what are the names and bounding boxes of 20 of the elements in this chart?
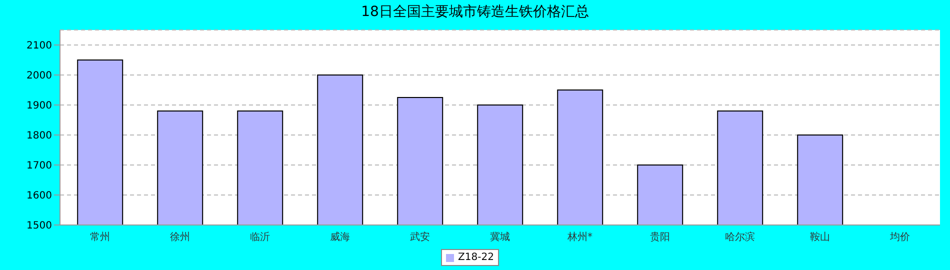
y-tick-label: 1800: [26, 130, 52, 142]
x-tick-label: 均价: [889, 231, 910, 244]
x-tick-label: 贵阳: [650, 231, 670, 244]
x-tick-label: 林州*: [566, 231, 592, 244]
x-tick-label: 鞍山: [810, 231, 830, 244]
x-tick-label: 常州: [90, 231, 110, 244]
x-tick-label: 武安: [410, 231, 430, 244]
y-tick-label: 2100: [26, 40, 52, 52]
y-tick-label: 1500: [26, 220, 52, 232]
x-tick-label: 徐州: [170, 231, 190, 244]
x-tick-label: 哈尔滨: [725, 231, 755, 244]
y-tick-label: 2000: [26, 70, 52, 82]
x-tick-label: 威海: [330, 231, 350, 244]
x-tick-label: 临沂: [250, 231, 270, 244]
legend-label: Z18-22: [458, 252, 494, 263]
y-tick-label: 1700: [26, 160, 52, 172]
y-tick-label: 1900: [26, 100, 52, 112]
x-tick-label: 冀城: [490, 231, 510, 244]
y-tick-label: 1600: [26, 190, 52, 202]
chart-title: 18日全国主要城市铸造生铁价格汇总: [360, 3, 590, 21]
